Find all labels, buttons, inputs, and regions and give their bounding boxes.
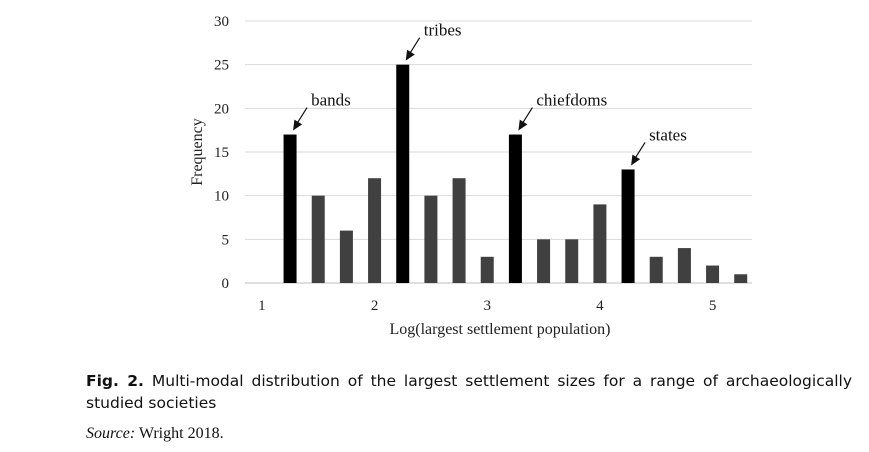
y-axis-label: Frequency — [189, 118, 206, 186]
y-tick-label: 5 — [222, 232, 230, 248]
x-tick-label: 1 — [258, 298, 266, 314]
annotation-arrowhead — [293, 119, 303, 131]
annotation-label: tribes — [424, 21, 462, 40]
bar — [677, 248, 691, 283]
annotation-label: bands — [311, 91, 351, 110]
bar — [734, 274, 748, 283]
x-tick-label: 2 — [371, 298, 379, 314]
bar — [649, 256, 663, 283]
annotations: bands tribes chiefdoms states — [293, 21, 687, 166]
y-tick-label: 0 — [222, 276, 230, 292]
x-tick-label: 5 — [709, 298, 717, 314]
x-tick-label: 4 — [596, 298, 604, 314]
bar — [396, 64, 410, 284]
caption-text: Multi-modal distribution of the largest … — [86, 372, 852, 412]
bar — [593, 204, 607, 283]
annotation-label: chiefdoms — [536, 91, 607, 110]
bars — [283, 64, 748, 284]
source-line: Source: Wright 2018. — [86, 425, 224, 443]
figure-caption: Fig. 2. Multi-modal distribution of the … — [86, 370, 852, 414]
x-tick-labels: 1 2 3 4 5 — [258, 298, 716, 314]
y-tick-label: 10 — [214, 189, 229, 205]
figure-label: Fig. 2. — [86, 372, 144, 390]
annotation-arrowhead — [518, 119, 528, 131]
bar — [565, 239, 579, 283]
annotation: bands — [293, 91, 351, 131]
bar — [368, 178, 382, 283]
bar — [537, 239, 551, 283]
bar — [283, 134, 297, 283]
histogram-chart: 0 5 10 15 20 25 30 1 2 3 4 5 bands tribes chiefdoms s… — [189, 14, 752, 338]
gridlines — [245, 20, 752, 284]
source-text: Wright 2018. — [135, 425, 224, 442]
y-tick-label: 15 — [214, 145, 229, 161]
annotation: tribes — [405, 21, 462, 61]
bar — [508, 134, 522, 283]
bar — [311, 195, 325, 283]
y-tick-label: 20 — [214, 101, 229, 117]
bar — [339, 230, 353, 283]
annotation: chiefdoms — [518, 91, 607, 131]
annotation-arrowhead — [631, 154, 641, 166]
y-tick-labels: 0 5 10 15 20 25 30 — [214, 14, 229, 292]
x-tick-label: 3 — [483, 298, 491, 314]
y-tick-label: 25 — [214, 58, 229, 74]
bar — [452, 178, 466, 283]
annotation-label: states — [649, 125, 687, 144]
x-axis-label: Log(largest settlement population) — [390, 321, 611, 338]
bar — [706, 265, 720, 283]
annotation-arrowhead — [405, 49, 415, 61]
bar — [424, 195, 438, 283]
bar — [621, 169, 635, 283]
bar — [480, 256, 494, 283]
y-tick-label: 30 — [214, 14, 229, 30]
source-label: Source: — [86, 425, 136, 442]
annotation: states — [631, 125, 687, 166]
